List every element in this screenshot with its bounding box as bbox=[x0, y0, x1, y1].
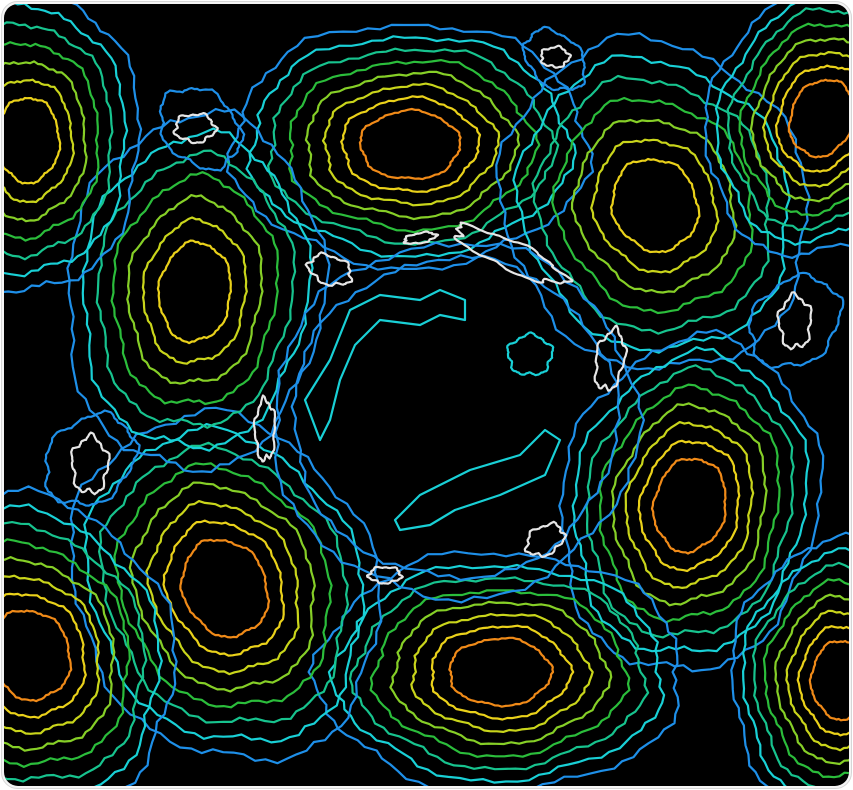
contour-line bbox=[726, 7, 849, 232]
contour-line bbox=[787, 78, 849, 159]
contour-line bbox=[774, 64, 849, 173]
contour-line bbox=[776, 291, 813, 351]
contour-line bbox=[4, 96, 62, 185]
contour-line bbox=[704, 4, 849, 259]
contour-line bbox=[730, 531, 849, 786]
contour-line bbox=[593, 324, 629, 392]
contour-line bbox=[609, 157, 701, 254]
contour-line bbox=[402, 230, 440, 245]
contour-line bbox=[762, 51, 849, 188]
contour-line bbox=[172, 112, 219, 145]
contour-line bbox=[4, 60, 88, 223]
contour-line bbox=[70, 431, 111, 496]
contour-line bbox=[611, 402, 768, 607]
contour-line bbox=[327, 563, 666, 784]
contour-line bbox=[128, 481, 316, 693]
contour-line bbox=[747, 271, 845, 370]
contour-line bbox=[785, 609, 849, 752]
contour-line bbox=[570, 118, 738, 294]
contour-line bbox=[752, 561, 849, 786]
contour-line bbox=[290, 254, 621, 582]
plot-background bbox=[4, 4, 849, 786]
contour-line bbox=[145, 500, 300, 676]
contour-line bbox=[523, 520, 568, 558]
contour-line bbox=[304, 70, 521, 221]
contour-line bbox=[495, 32, 811, 371]
contour-line bbox=[539, 44, 572, 69]
contour-line bbox=[4, 41, 100, 242]
contour-line bbox=[126, 194, 264, 385]
contour-line bbox=[110, 171, 280, 406]
contour-line bbox=[44, 409, 141, 507]
contour-line bbox=[288, 59, 541, 234]
contour-line bbox=[585, 364, 795, 639]
contour-line bbox=[749, 37, 849, 203]
contour-line bbox=[358, 107, 462, 181]
contour-line bbox=[4, 503, 163, 786]
contour-line bbox=[4, 609, 73, 703]
contour-line bbox=[83, 423, 366, 744]
contour-line bbox=[69, 406, 383, 765]
contour-line bbox=[4, 592, 87, 719]
contour-line bbox=[225, 23, 595, 271]
contour-line bbox=[512, 54, 791, 354]
contour-line bbox=[4, 485, 178, 786]
contour-line bbox=[252, 394, 277, 463]
contour-line bbox=[521, 25, 586, 92]
contour-line bbox=[430, 624, 575, 721]
contour-line bbox=[389, 600, 613, 746]
contour-line bbox=[4, 4, 129, 278]
contour-line bbox=[95, 149, 297, 429]
contour-line bbox=[506, 331, 555, 377]
contour-line bbox=[156, 239, 232, 345]
contour-line bbox=[531, 74, 771, 335]
contour-line bbox=[98, 441, 349, 724]
contour-line bbox=[637, 439, 741, 573]
contour-line bbox=[369, 589, 631, 758]
contour-line bbox=[307, 550, 680, 786]
contour-line bbox=[762, 578, 849, 779]
contour-line bbox=[624, 421, 755, 589]
contour-line bbox=[808, 639, 849, 722]
contour-line bbox=[714, 4, 849, 246]
contour-line bbox=[448, 636, 555, 708]
contour-line bbox=[340, 95, 482, 193]
contour-line bbox=[141, 216, 248, 365]
contour-line bbox=[558, 328, 825, 673]
contour-line bbox=[4, 556, 116, 752]
contour-line bbox=[4, 574, 101, 735]
contour-line bbox=[348, 576, 650, 771]
contour-line bbox=[303, 288, 467, 442]
contour-line bbox=[4, 538, 131, 768]
contour-line bbox=[551, 96, 754, 315]
contour-line bbox=[742, 547, 849, 786]
contour-line bbox=[4, 21, 114, 261]
contour-line bbox=[179, 538, 271, 639]
contour-line bbox=[393, 428, 562, 532]
contour-line bbox=[453, 221, 574, 285]
contour-line bbox=[571, 346, 810, 653]
contour-line bbox=[4, 521, 148, 783]
contour-line bbox=[304, 251, 354, 287]
contour-line bbox=[650, 457, 727, 555]
contour-line bbox=[245, 35, 577, 258]
contour-line bbox=[4, 4, 143, 294]
contour-line bbox=[162, 519, 285, 657]
contour-line bbox=[113, 462, 333, 709]
contour-line bbox=[158, 87, 246, 172]
contour-line bbox=[4, 78, 75, 204]
contour-line bbox=[274, 241, 645, 604]
contour-line bbox=[366, 565, 404, 585]
contour-line bbox=[81, 127, 314, 452]
contour-line bbox=[796, 625, 849, 737]
contour-line bbox=[774, 593, 849, 766]
contour-line bbox=[321, 82, 501, 207]
contour-line bbox=[738, 22, 849, 217]
contour-line bbox=[410, 613, 594, 733]
contour-line bbox=[590, 138, 720, 274]
